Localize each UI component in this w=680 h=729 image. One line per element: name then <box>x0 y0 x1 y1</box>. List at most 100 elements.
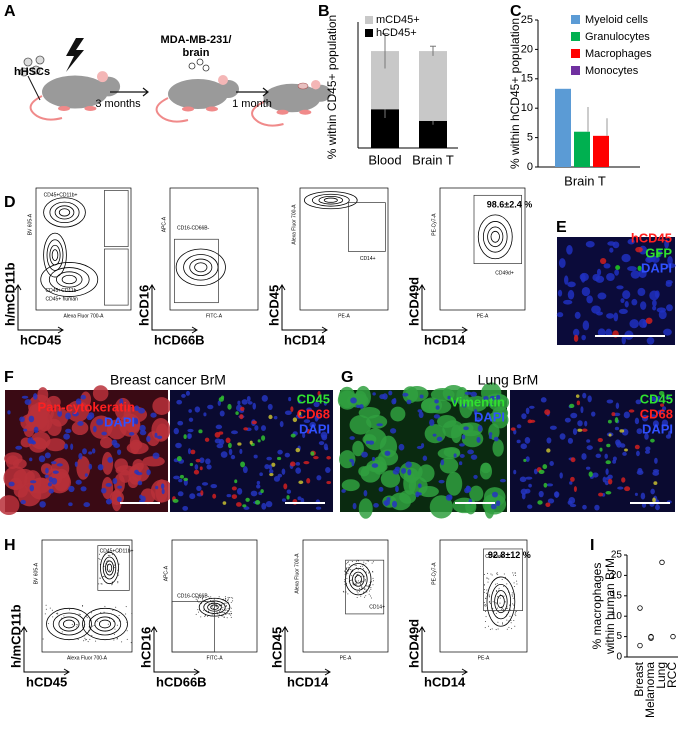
legend-swatch <box>571 15 580 24</box>
stain-signal <box>621 253 631 263</box>
stain-label: Vimentin <box>450 394 505 409</box>
stain-signal <box>292 417 298 423</box>
axis-arrow <box>281 626 331 676</box>
event-dot <box>513 582 515 584</box>
stain-label: DAPI <box>299 421 330 436</box>
stain-signal <box>214 438 222 444</box>
event-dot <box>218 596 220 598</box>
stain-signal <box>525 407 530 415</box>
event-dot <box>357 580 359 582</box>
stain-signal <box>416 492 422 496</box>
mouse-foot <box>299 109 312 115</box>
stain-signal <box>71 420 89 436</box>
stain-signal <box>614 417 619 424</box>
stain-signal <box>303 460 310 465</box>
stain-signal <box>542 464 548 470</box>
stain-signal <box>235 411 239 416</box>
stain-signal <box>268 414 273 420</box>
stain-signal <box>218 396 224 402</box>
stain-signal <box>39 501 46 508</box>
mouse-ear <box>218 75 228 85</box>
contour <box>48 267 90 292</box>
channel-label: PE-A <box>338 313 350 319</box>
event-dot <box>506 583 508 585</box>
stain-signal <box>621 335 626 345</box>
event-dot <box>218 616 220 618</box>
stain-signal <box>634 444 640 450</box>
stain-signal <box>573 486 577 492</box>
contour <box>46 607 92 641</box>
stain-signal <box>34 414 50 433</box>
stain-signal <box>654 457 658 464</box>
stain-signal <box>306 429 311 434</box>
contour <box>311 193 350 207</box>
stain-signal <box>549 425 557 430</box>
stain-signal <box>50 461 57 465</box>
contour <box>303 191 358 210</box>
event-dot <box>347 561 349 563</box>
event-dot <box>366 591 368 593</box>
event-dot <box>499 597 501 599</box>
event-dot <box>213 598 215 600</box>
event-dot <box>512 603 514 605</box>
event-dot <box>499 602 501 604</box>
stain-signal <box>286 489 292 494</box>
stain-signal <box>239 414 244 420</box>
event-dot <box>230 612 232 614</box>
stain-signal <box>82 448 87 455</box>
stain-signal <box>48 488 54 494</box>
event-dot <box>488 578 490 580</box>
stain-signal <box>279 421 284 428</box>
stain-signal <box>380 470 401 488</box>
stain-signal <box>84 473 88 477</box>
stain-signal <box>182 505 189 511</box>
event-dot <box>82 605 84 607</box>
event-dot <box>76 626 78 628</box>
stain-signal <box>313 455 319 460</box>
tumor-cell <box>202 64 210 72</box>
stain-signal <box>422 455 428 461</box>
event-dot <box>357 574 359 576</box>
stain-signal <box>369 461 388 473</box>
event-dot <box>118 615 120 617</box>
event-dot <box>484 627 486 629</box>
stain-signal <box>216 443 224 449</box>
event-dot <box>347 593 349 595</box>
event-dot <box>98 558 100 560</box>
gate-stat: 98.6±2.4 % <box>487 199 532 209</box>
stain-signal <box>215 424 223 430</box>
event-dot <box>488 601 490 603</box>
stain-signal <box>177 491 184 497</box>
y-axis-label: within human BrM <box>603 558 617 655</box>
event-dot <box>44 613 46 615</box>
event-dot <box>197 596 199 598</box>
stain-signal <box>537 500 543 505</box>
axis-arrow <box>14 284 64 334</box>
stain-signal <box>529 419 536 423</box>
gate <box>97 545 130 591</box>
axis-label: hCD14 <box>284 332 326 347</box>
stain-signal <box>390 428 397 434</box>
stain-signal <box>543 482 548 488</box>
stain-signal <box>175 442 182 449</box>
event-dot <box>495 603 497 605</box>
stain-signal <box>660 403 665 407</box>
x-tick-label: RCC <box>665 662 679 688</box>
stain-signal <box>664 239 669 249</box>
stain-signal <box>75 398 82 405</box>
stain-signal <box>242 504 247 508</box>
stain-signal <box>603 263 611 269</box>
stain-signal <box>419 394 424 399</box>
event-dot <box>71 623 73 625</box>
stain-signal <box>222 501 227 505</box>
event-dot <box>516 580 518 582</box>
event-dot <box>500 608 502 610</box>
stain-signal <box>190 449 196 455</box>
stain-signal <box>493 436 499 442</box>
stain-signal <box>323 401 327 406</box>
stain-signal <box>665 281 672 287</box>
event-dot <box>372 561 374 563</box>
stain-signal <box>177 420 184 426</box>
contour <box>106 563 113 573</box>
